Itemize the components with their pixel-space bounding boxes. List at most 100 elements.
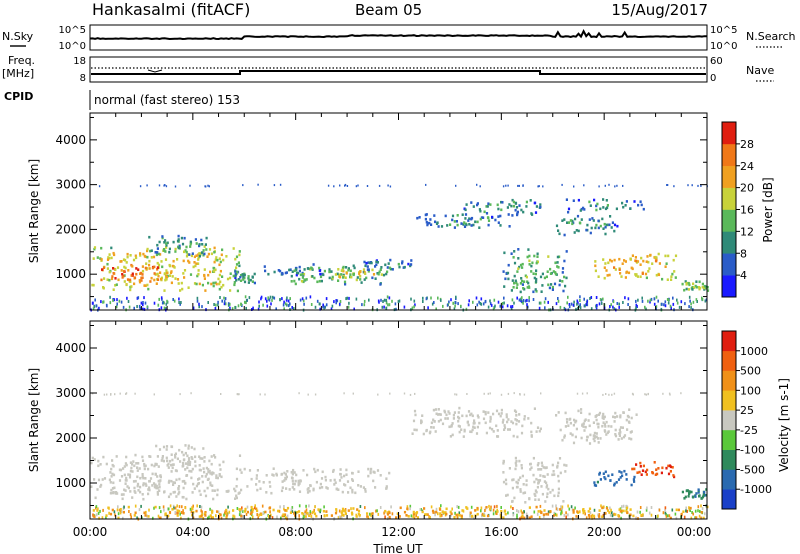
power-cell [604,184,606,187]
velocity-cell [530,515,533,518]
power-cell [168,250,171,254]
beam-title: Beam 05 [355,1,422,19]
velocity-cell [160,459,163,462]
power-cell [372,273,376,276]
velocity-cell [567,424,570,427]
velocity-cell [576,516,579,520]
velocity-cell [533,480,536,484]
velocity-cell [250,511,253,514]
power-cell [305,296,308,300]
velocity-cell [405,514,408,517]
velocity-cell [501,421,504,424]
power-cell [563,218,566,221]
power-cell [576,299,579,303]
power-cell [635,306,637,310]
power-cell [535,280,538,283]
velocity-cell [291,506,294,510]
power-cell [460,222,463,225]
velocity-cell [313,508,315,512]
velocity-cell [680,513,683,516]
velocity-cell [316,468,319,472]
velocity-cell [246,510,249,514]
power-cell [139,254,142,257]
velocity-cell [528,506,531,509]
power-cell [693,286,696,289]
velocity-cell [437,413,440,416]
velocity-cell [324,478,327,482]
velocity-cell [322,509,325,513]
velocity-cell [565,464,568,467]
velocity-cell [502,516,505,519]
power-cell [205,248,208,251]
velocity-cell [132,460,135,463]
power-cell [340,273,343,276]
power-cell [217,300,219,304]
power-cell [526,286,529,289]
velocity-cell [370,514,372,518]
power-cell [337,273,340,277]
velocity-cell [539,427,542,431]
velocity-cell [439,508,442,511]
power-cell [639,275,642,278]
velocity-cell [403,510,407,514]
velocity-cell [284,516,287,519]
power-cell [375,260,378,263]
power-cell [217,277,220,281]
power-cell [115,305,118,309]
power-cell [666,278,669,281]
power-cell [146,184,148,187]
power-cell [177,282,180,285]
velocity-cell [437,512,439,516]
velocity-colorbar-segment [722,331,736,352]
velocity-cell [210,455,213,458]
velocity-cell [256,469,259,472]
velocity-cell [553,494,556,498]
velocity-cell [622,509,625,513]
velocity-cell [630,430,633,433]
nave-tick-bottom: 0 [710,73,716,84]
velocity-cell [239,509,241,513]
velocity-cell [547,510,550,514]
power-cell [98,306,100,310]
power-cell [602,258,605,261]
power-cell [613,266,616,269]
velocity-cell [538,479,542,482]
velocity-cell [516,513,518,517]
velocity-cell [697,491,700,494]
power-cell [159,253,162,256]
velocity-cell [204,494,208,498]
power-cell [597,226,600,230]
power-cell [484,300,487,304]
velocity-cell [211,516,214,519]
power-cell [483,210,486,214]
velocity-cell [564,425,567,428]
time-axis: 00:00 04:00 08:00 12:00 16:00 20:00 00:00 [73,113,711,539]
power-cell [203,245,206,248]
velocity-cell [443,410,447,414]
velocity-cell [648,511,651,515]
power-cell [493,306,496,309]
velocity-cell [205,472,208,476]
velocity-cell [632,393,634,396]
power-plot-area [90,113,707,310]
power-cell [476,203,479,207]
velocity-cell [306,511,309,515]
power-cell [380,273,383,276]
velocity-cell [275,473,278,477]
velocity-cell [626,428,629,431]
power-cell [451,218,454,222]
velocity-cell [503,510,506,513]
power-cell [146,247,149,251]
velocity-cell [626,511,629,515]
power-cell [606,206,609,210]
power-cell [537,185,539,188]
power-cell [595,223,598,227]
power-cell [492,307,495,311]
power-cell [624,204,627,207]
nave-label: Nave [746,64,774,77]
velocity-cell [492,430,495,433]
power-cell [178,297,180,301]
